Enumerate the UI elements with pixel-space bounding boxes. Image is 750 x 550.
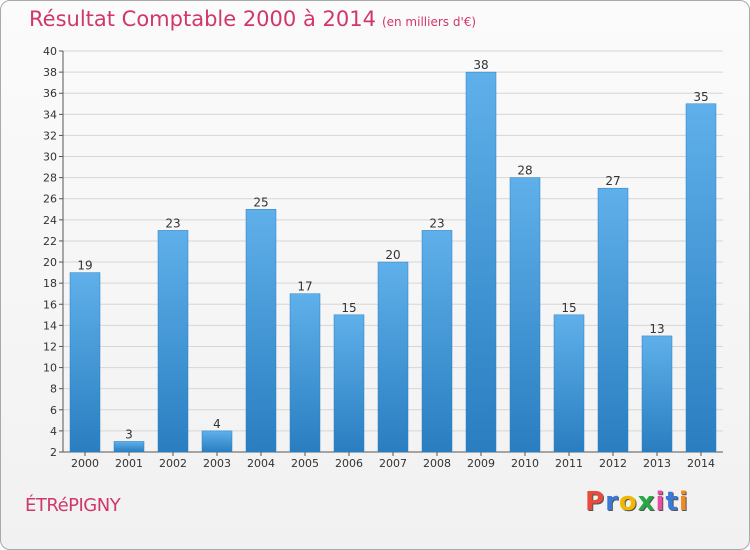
bar-2010 bbox=[509, 177, 541, 453]
y-tick-label: 30 bbox=[43, 151, 57, 164]
y-tick-label: 2 bbox=[50, 446, 57, 459]
x-tick-label-2008: 2008 bbox=[423, 457, 451, 470]
x-tick-label-2002: 2002 bbox=[159, 457, 187, 470]
x-tick-label-2011: 2011 bbox=[555, 457, 583, 470]
chart-unit: (en milliers d'€) bbox=[381, 15, 477, 29]
y-tick-label: 32 bbox=[43, 129, 57, 142]
y-tick-label: 8 bbox=[50, 383, 57, 396]
bar-2001 bbox=[113, 441, 145, 453]
y-tick-label: 40 bbox=[43, 45, 57, 58]
data-label-2001: 3 bbox=[125, 427, 133, 441]
y-tick-label: 36 bbox=[43, 87, 57, 100]
logo-letter: i bbox=[678, 487, 689, 517]
data-label-2013: 13 bbox=[649, 322, 664, 336]
x-tick-label-2001: 2001 bbox=[115, 457, 143, 470]
y-tick-label: 10 bbox=[43, 362, 57, 375]
x-tick-label-2012: 2012 bbox=[599, 457, 627, 470]
y-tick-label: 6 bbox=[50, 404, 57, 417]
x-tick-label-2003: 2003 bbox=[203, 457, 231, 470]
chart-title: Résultat Comptable 2000 à 2014 (en millie… bbox=[29, 7, 476, 31]
data-label-2003: 4 bbox=[213, 417, 221, 431]
bar-2006 bbox=[333, 314, 365, 453]
bar-2002 bbox=[157, 230, 189, 453]
y-tick-label: 4 bbox=[50, 425, 57, 438]
y-tick-label: 20 bbox=[43, 256, 57, 269]
x-tick-label-2005: 2005 bbox=[291, 457, 319, 470]
x-tick-label-2004: 2004 bbox=[247, 457, 275, 470]
bar-2005 bbox=[289, 293, 321, 453]
bar-2011 bbox=[553, 314, 585, 453]
bar-2013 bbox=[641, 335, 673, 453]
data-label-2000: 19 bbox=[77, 259, 92, 273]
y-tick-label: 28 bbox=[43, 172, 57, 185]
data-label-2002: 23 bbox=[165, 216, 180, 230]
data-label-2007: 20 bbox=[385, 248, 400, 262]
x-tick-label-2014: 2014 bbox=[687, 457, 715, 470]
logo-letter: t bbox=[665, 487, 679, 517]
logo-letter: P bbox=[585, 487, 606, 517]
y-tick-label: 22 bbox=[43, 235, 57, 248]
x-tick-label-2010: 2010 bbox=[511, 457, 539, 470]
data-label-2005: 17 bbox=[297, 280, 312, 294]
y-tick-label: 26 bbox=[43, 193, 57, 206]
bar-2004 bbox=[245, 209, 277, 453]
bar-2014 bbox=[685, 103, 717, 453]
y-tick-label: 14 bbox=[43, 319, 57, 332]
x-tick-labels: 2000 2001 2002 2003 2004 2005 2006 2007 2008 2009… bbox=[71, 452, 715, 470]
logo-letter: i bbox=[655, 487, 666, 517]
data-label-2012: 27 bbox=[605, 174, 620, 188]
data-label-2006: 15 bbox=[341, 301, 356, 315]
data-label-2014: 35 bbox=[693, 90, 708, 104]
x-tick-label-2006: 2006 bbox=[335, 457, 363, 470]
bar-2012 bbox=[597, 187, 629, 453]
logo-letter: o bbox=[618, 487, 638, 517]
bars bbox=[69, 71, 717, 453]
data-label-2008: 23 bbox=[429, 216, 444, 230]
bar-2000 bbox=[69, 272, 101, 453]
data-label-2011: 15 bbox=[561, 301, 576, 315]
logo-letter: r bbox=[605, 487, 619, 517]
x-tick-label-2013: 2013 bbox=[643, 457, 671, 470]
y-tick-label: 34 bbox=[43, 108, 57, 121]
y-tick-label: 18 bbox=[43, 277, 57, 290]
logo-letter: x bbox=[637, 487, 656, 517]
town-name: ÉTRéPIGNY bbox=[25, 495, 121, 516]
x-tick-label-2007: 2007 bbox=[379, 457, 407, 470]
data-label-2009: 38 bbox=[473, 58, 488, 72]
bar-2007 bbox=[377, 261, 409, 453]
y-tick-label: 12 bbox=[43, 340, 57, 353]
y-tick-label: 38 bbox=[43, 66, 57, 79]
data-labels: 19 3 23 4 25 17 15 20 23 38 28 15 27 13 35 bbox=[77, 58, 708, 441]
bar-2003 bbox=[201, 430, 233, 453]
data-label-2004: 25 bbox=[253, 195, 268, 209]
bar-2008 bbox=[421, 230, 453, 453]
chart-title-text: Résultat Comptable 2000 à 2014 bbox=[29, 7, 376, 31]
x-tick-label-2000: 2000 bbox=[71, 457, 99, 470]
y-tick-label: 24 bbox=[43, 214, 57, 227]
proxiti-logo: Proxiti bbox=[585, 487, 689, 517]
bar-2009 bbox=[465, 71, 497, 453]
x-tick-label-2009: 2009 bbox=[467, 457, 495, 470]
data-label-2010: 28 bbox=[517, 164, 532, 178]
y-tick-label: 16 bbox=[43, 298, 57, 311]
